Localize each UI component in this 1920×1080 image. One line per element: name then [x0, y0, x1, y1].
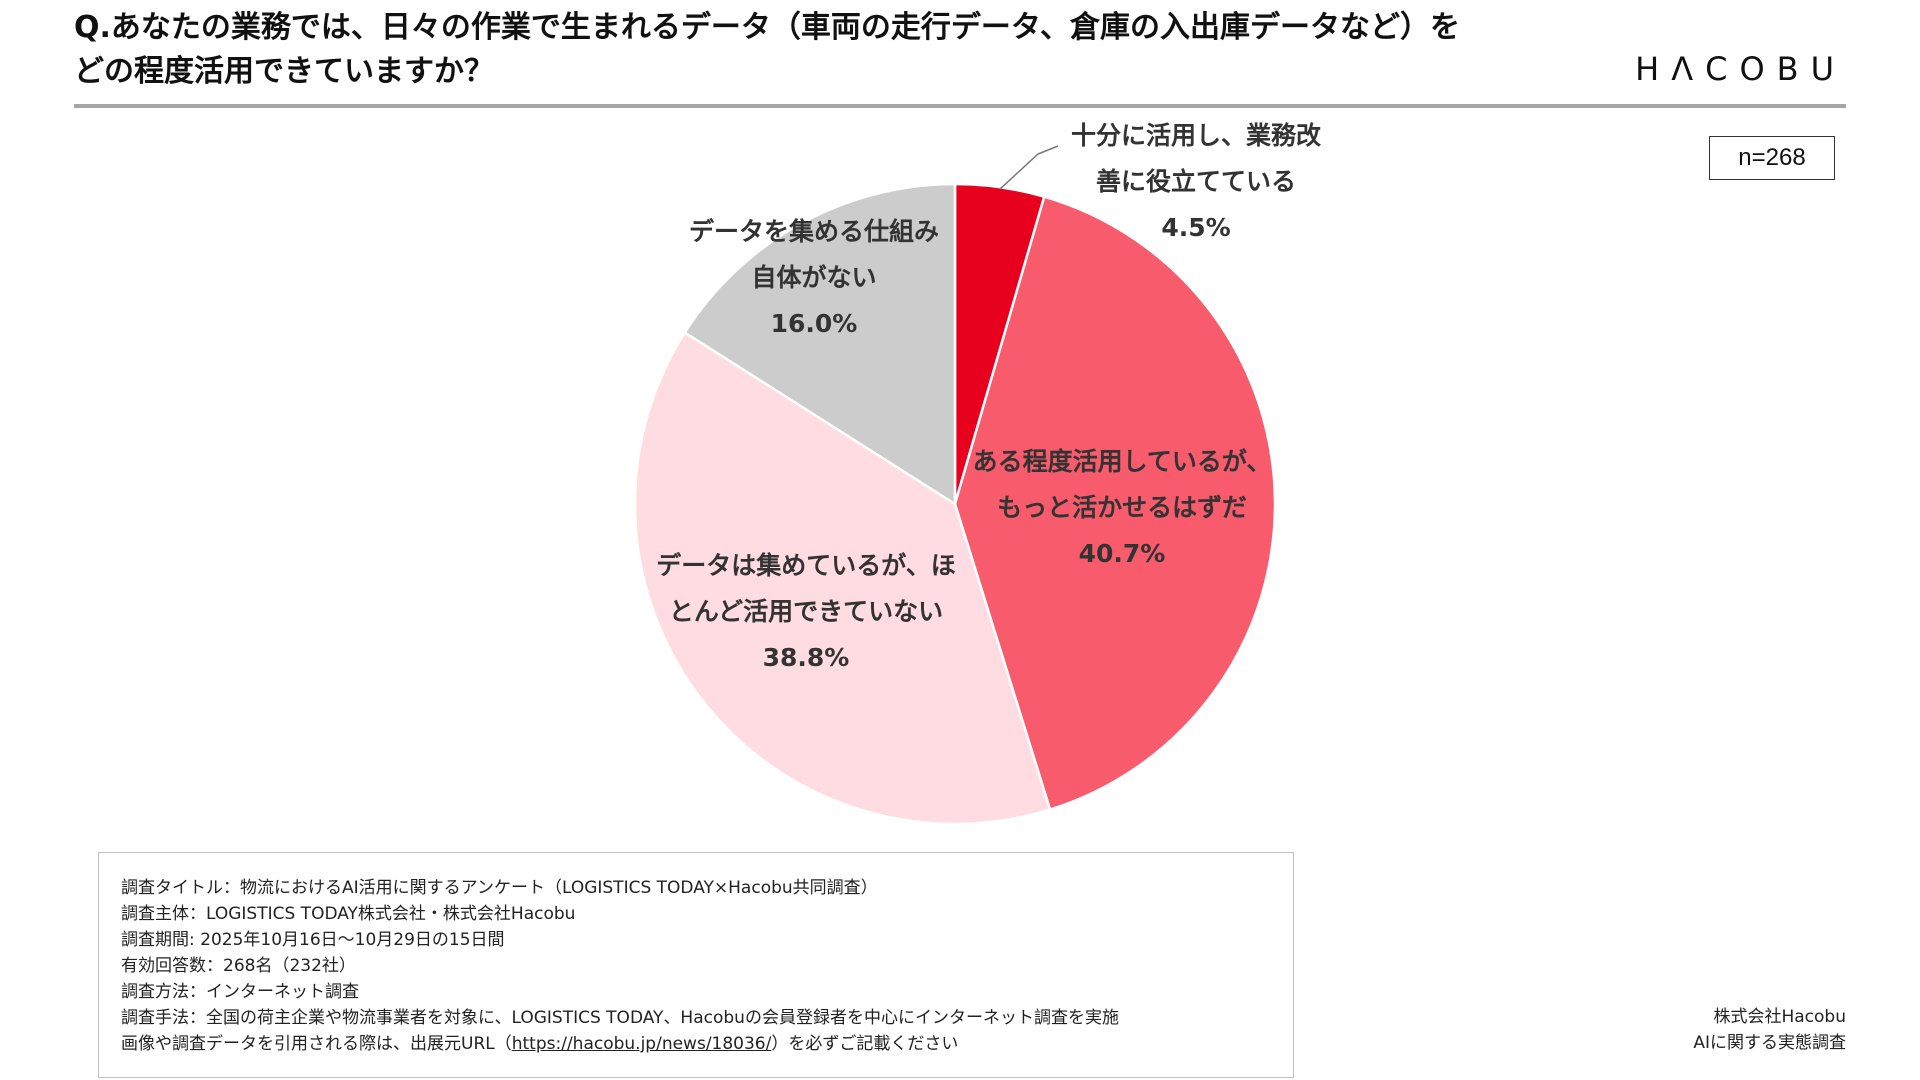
pie-slice-no-system	[683, 182, 957, 507]
title-line-1: Q.あなたの業務では、日々の作業で生まれるデータ（車両の走行データ、倉庫の入出庫…	[74, 10, 1460, 45]
pie-category-label-little-use: データは集めているが、ほ	[656, 551, 956, 580]
source-url-link[interactable]: https://hacobu.jp/news/18036/	[511, 1034, 772, 1054]
pie-category-label-some-use: もっと活かせるはずだ	[997, 493, 1247, 522]
note-survey-title: 調査タイトル：物流におけるAI活用に関するアンケート（LOGISTICS TOD…	[121, 878, 878, 898]
note-citation: 画像や調査データを引用される際は、出展元URL（https://hacobu.j…	[121, 1031, 1293, 1057]
footer-report-name: AIに関する実態調査	[1693, 1033, 1846, 1053]
pie-category-label-enough-use: 善に役立てている	[1096, 167, 1296, 196]
header-divider	[74, 104, 1846, 108]
survey-notes-box: 調査タイトル：物流におけるAI活用に関するアンケート（LOGISTICS TOD…	[98, 852, 1294, 1078]
footer-company: 株式会社Hacobu	[1713, 1007, 1846, 1027]
note-period: 調査期間: 2025年10月16日〜10月29日の15日間	[121, 930, 505, 950]
note-valid-responses: 有効回答数：268名（232社）	[121, 956, 356, 976]
note-citation-suffix: ）を必ずご記載ください	[771, 1034, 959, 1054]
pie-category-label-no-system: データを集める仕組み	[689, 217, 939, 246]
note-method: 調査方法：インターネット調査	[121, 982, 359, 1002]
pie-slice-little-use	[633, 330, 1052, 826]
pie-slice-some-use	[953, 195, 1277, 812]
note-organizer: 調査主体：LOGISTICS TODAY株式会社・株式会社Hacobu	[121, 904, 576, 924]
sample-size-badge: n=268	[1709, 136, 1835, 180]
pie-value-label-enough-use: 4.5%	[1161, 213, 1230, 242]
pie-category-label-some-use: ある程度活用しているが、	[973, 447, 1272, 476]
leader-line-enough-use	[999, 145, 1059, 190]
title-line-2: どの程度活用できていますか？	[74, 54, 494, 89]
pie-value-label-little-use: 38.8%	[763, 643, 850, 672]
pie-category-label-little-use: とんど活用できていない	[669, 597, 943, 626]
note-citation-prefix: 画像や調査データを引用される際は、出展元URL（	[121, 1034, 512, 1054]
footer-credit: 株式会社Hacobu AIに関する実態調査	[1693, 1004, 1846, 1056]
note-technique: 調査手法：全国の荷主企業や物流事業者を対象に、LOGISTICS TODAY、H…	[121, 1008, 1119, 1028]
hacobu-logo: HΛCOBU	[1635, 50, 1846, 88]
pie-value-label-some-use: 40.7%	[1079, 539, 1166, 568]
pie-category-label-enough-use: 十分に活用し、業務改	[1071, 121, 1321, 150]
pie-category-label-no-system: 自体がない	[751, 263, 876, 292]
survey-question-title: Q.あなたの業務では、日々の作業で生まれるデータ（車両の走行データ、倉庫の入出庫…	[74, 6, 1514, 94]
pie-value-label-no-system: 16.0%	[771, 309, 858, 338]
